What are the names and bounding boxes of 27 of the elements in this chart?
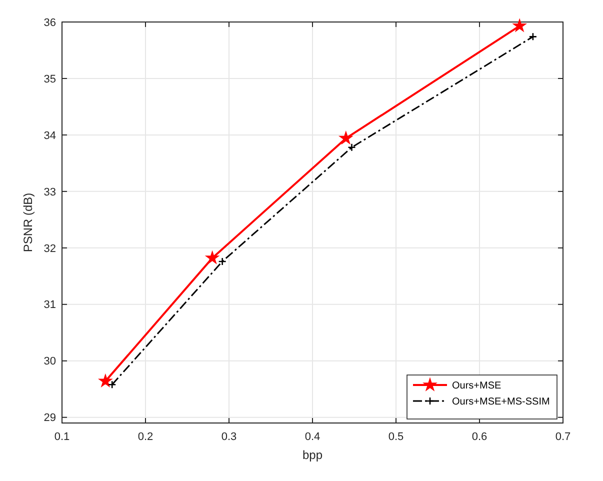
x-tick-label: 0.3 xyxy=(221,431,237,443)
point xyxy=(528,32,538,41)
legend-label: Ours+MSE+MS-SSIM xyxy=(452,396,550,408)
point xyxy=(348,143,356,152)
y-tick-label: 34 xyxy=(44,130,56,142)
y-tick-label: 31 xyxy=(44,299,56,312)
y-tick-label: 35 xyxy=(44,73,56,86)
point xyxy=(206,252,218,264)
y-tick-label: 32 xyxy=(44,242,56,255)
legend-label: Ours+MSE xyxy=(452,380,502,392)
point xyxy=(218,257,226,266)
point xyxy=(99,374,112,386)
point xyxy=(340,132,352,144)
y-tick-label: 29 xyxy=(44,412,56,424)
x-tick-label: 0.5 xyxy=(388,431,404,443)
point xyxy=(513,20,526,32)
x-tick-label: 0.6 xyxy=(472,431,488,443)
point xyxy=(108,380,116,389)
x-tick-label: 0.4 xyxy=(304,431,320,443)
y-tick-label: 33 xyxy=(44,186,56,198)
x-tick-label: 0.2 xyxy=(138,431,154,443)
y-tick-label: 30 xyxy=(44,356,56,368)
x-tick-label: 0.1 xyxy=(54,431,70,443)
y-tick-label: 36 xyxy=(44,16,56,29)
x-tick-label: 0.7 xyxy=(555,431,571,443)
x-axis-title: bpp xyxy=(302,448,323,462)
y-axis-title: PSNR (dB) xyxy=(21,192,35,252)
